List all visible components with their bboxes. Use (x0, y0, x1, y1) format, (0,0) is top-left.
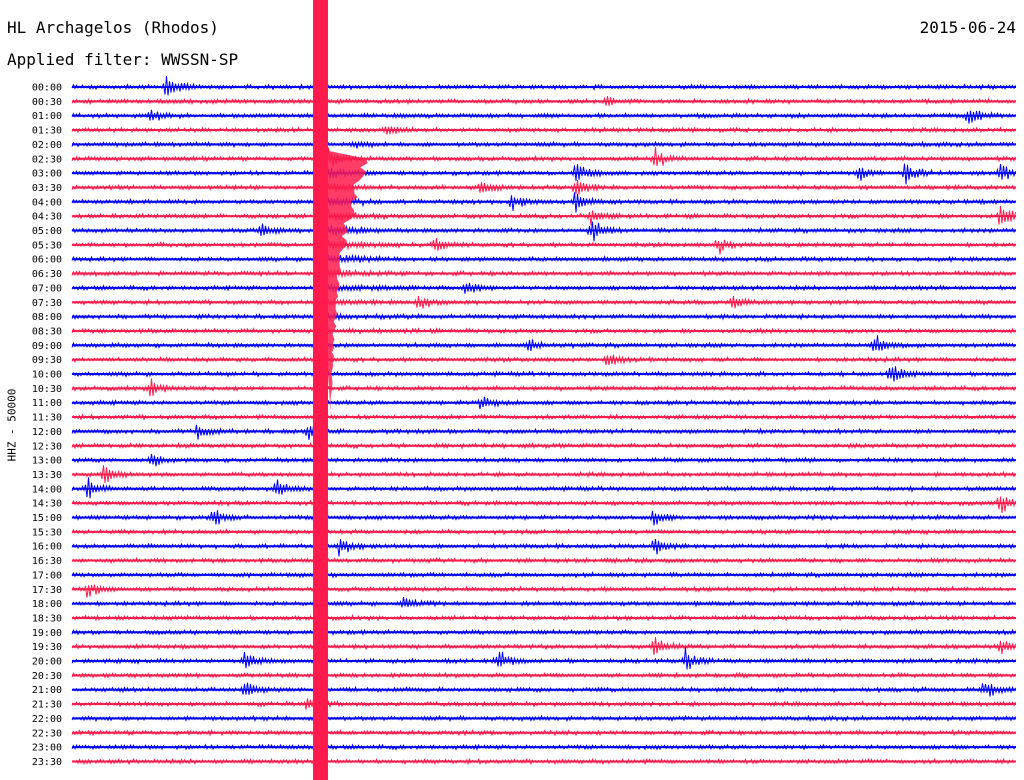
time-tick-label: 15:00 (32, 513, 62, 524)
time-tick-label: 22:30 (32, 728, 62, 739)
station-title: HL Archagelos (Rhodos) (7, 18, 219, 37)
event-coda-envelope (328, 150, 368, 417)
time-tick-label: 05:00 (32, 226, 62, 237)
time-tick-label: 19:30 (32, 642, 62, 653)
trace-line (71, 584, 1016, 598)
trace-line (71, 76, 1016, 96)
time-tick-label: 12:30 (32, 441, 62, 452)
time-tick-label: 11:30 (32, 413, 62, 424)
time-tick-label: 18:30 (32, 613, 62, 624)
time-tick-label: 00:00 (32, 83, 62, 94)
time-tick-label: 01:00 (32, 111, 62, 122)
time-tick-label: 12:00 (32, 427, 62, 438)
trace-line (71, 147, 1016, 168)
time-tick-label: 08:30 (32, 326, 62, 337)
time-tick-label: 04:00 (32, 197, 62, 208)
trace-line (71, 647, 1016, 670)
time-tick-label: 07:00 (32, 283, 62, 294)
time-tick-label: 20:00 (32, 657, 62, 668)
time-tick-label: 03:30 (32, 183, 62, 194)
time-tick-label: 15:30 (32, 527, 62, 538)
time-tick-label: 07:30 (32, 298, 62, 309)
time-tick-label: 11:00 (32, 398, 62, 409)
time-tick-label: 03:00 (32, 169, 62, 180)
time-tick-label: 14:30 (32, 499, 62, 510)
time-tick-label: 16:30 (32, 556, 62, 567)
time-tick-label: 21:30 (32, 700, 62, 711)
time-tick-label: 13:30 (32, 470, 62, 481)
trace-line (71, 496, 1016, 513)
time-tick-label: 04:30 (32, 212, 62, 223)
time-tick-label: 22:00 (32, 714, 62, 725)
trace-line (71, 424, 1016, 441)
trace-line (71, 238, 1016, 255)
trace-line (71, 539, 1016, 557)
time-tick-label: 06:00 (32, 255, 62, 266)
trace-line (71, 335, 1016, 351)
time-tick-label: 23:30 (32, 757, 62, 768)
time-tick-label: 02:00 (32, 140, 62, 151)
time-tick-label: 18:00 (32, 599, 62, 610)
time-tick-label: 23:00 (32, 743, 62, 754)
time-tick-label: 16:00 (32, 542, 62, 553)
time-tick-label: 01:30 (32, 126, 62, 137)
time-tick-label: 02:30 (32, 154, 62, 165)
time-tick-label: 13:00 (32, 456, 62, 467)
time-tick-label: 09:00 (32, 341, 62, 352)
time-tick-label: 10:00 (32, 370, 62, 381)
time-tick-label: 00:30 (32, 97, 62, 108)
trace-line (71, 597, 1016, 608)
time-tick-label: 09:30 (32, 355, 62, 366)
time-tick-label: 05:30 (32, 240, 62, 251)
time-tick-label: 17:00 (32, 570, 62, 581)
time-tick-label: 20:30 (32, 671, 62, 682)
recording-date: 2015-06-24 (919, 18, 1016, 37)
time-tick-label: 21:00 (32, 685, 62, 696)
time-tick-label: 19:00 (32, 628, 62, 639)
time-tick-label: 06:30 (32, 269, 62, 280)
time-tick-label: 14:00 (32, 484, 62, 495)
time-tick-label: 10:30 (32, 384, 62, 395)
saturated-signal-band (313, 0, 328, 780)
time-tick-label: 08:00 (32, 312, 62, 323)
time-tick-label: 17:30 (32, 585, 62, 596)
filter-label: Applied filter: WWSSN-SP (7, 50, 239, 69)
